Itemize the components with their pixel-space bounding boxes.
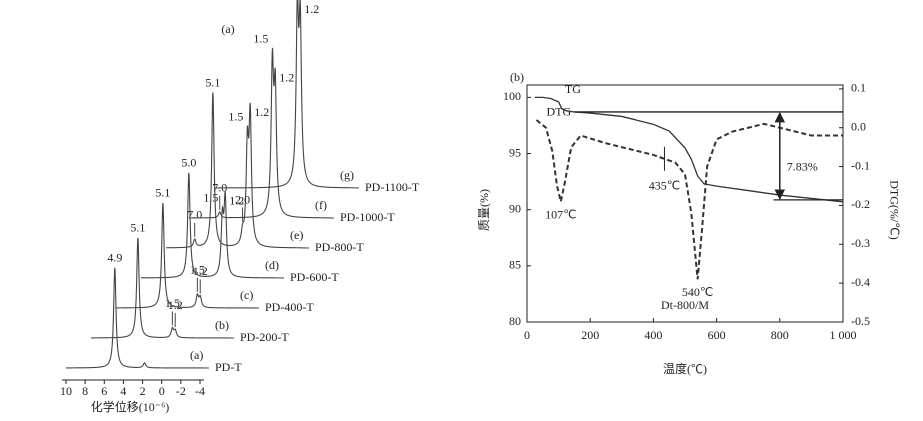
spectrum [190, 47, 335, 219]
y2-tick-label: -0.4 [851, 275, 870, 289]
y-tick-label: 85 [509, 258, 521, 272]
y-tick-label: 90 [509, 201, 521, 215]
series-line [534, 96, 844, 203]
y-axis-title: 质量(%) [477, 189, 491, 231]
peak-label: 1.5 [190, 263, 205, 277]
x-tick-label: -4 [195, 384, 205, 398]
spectrum-tag: (d) [265, 258, 279, 272]
spectrum-name: PD-800-T [315, 240, 364, 254]
spectrum-tag: (a) [190, 348, 203, 362]
spectrum [91, 237, 235, 339]
spectrum [115, 202, 260, 309]
spectrum-name: PD-1100-T [365, 180, 420, 194]
y2-tick-label: 0.0 [851, 119, 866, 133]
y2-tick-label: -0.3 [851, 236, 870, 250]
y2-axis-title: DTG(%/℃) [887, 180, 901, 239]
x-tick-label: 4 [120, 384, 126, 398]
spectrum-name: PD-400-T [265, 300, 314, 314]
peak-label: 1.2 [304, 2, 319, 16]
annotation: 540℃ [682, 285, 713, 299]
peak-label: 2.0 [235, 192, 250, 206]
spectrum [216, 0, 360, 189]
x-axis-title: 化学位移(10⁻⁶) [91, 399, 170, 414]
plot-frame [526, 84, 844, 323]
x-tick-label: -2 [176, 384, 186, 398]
peak-label: 5.1 [205, 75, 220, 89]
spectrum [141, 172, 285, 279]
annotation: 107℃ [545, 207, 576, 221]
y-tick-label: 80 [509, 314, 521, 328]
spectrum-name: PD-T [215, 360, 242, 374]
x-tick-label: 200 [581, 328, 599, 342]
x-tick-label: 400 [644, 328, 662, 342]
y-tick-label: 95 [509, 145, 521, 159]
annotation: 435℃ [649, 179, 680, 193]
difference-label: 7.83% [787, 160, 818, 174]
x-axis-title: 温度(℃) [663, 361, 707, 376]
panel-tag: (a) [221, 22, 234, 36]
series-label: TG [565, 82, 581, 96]
peak-label: 5.1 [155, 186, 170, 200]
x-tick-label: 0 [159, 384, 165, 398]
peak-label: 5.0 [181, 156, 196, 170]
x-tick-label: 8 [82, 384, 88, 398]
series-label: DTG [546, 105, 571, 119]
peak-label: 5.1 [130, 221, 145, 235]
spectrum-tag: (c) [240, 288, 253, 302]
spectrum-tag: (b) [215, 318, 229, 332]
y2-tick-label: 0.1 [851, 81, 866, 95]
panel-tag: (b) [510, 70, 524, 84]
x-tick-label: 800 [771, 328, 789, 342]
y2-tick-label: -0.2 [851, 197, 870, 211]
y2-tick-label: -0.1 [851, 158, 870, 172]
peak-label: 1.2 [279, 71, 294, 85]
peak-label: 1.5 [253, 32, 268, 46]
spectrum-name: PD-200-T [240, 330, 289, 344]
spectrum [166, 92, 310, 249]
spectrum-name: PD-1000-T [340, 210, 395, 224]
peak-label: 7.0 [187, 208, 202, 222]
spectrum-tag: (f) [315, 198, 327, 212]
x-tick-label: 0 [524, 328, 530, 342]
x-tick-label: 6 [101, 384, 107, 398]
x-tick-label: 10 [60, 384, 72, 398]
sample-label: Dt-800/M [661, 298, 709, 312]
spectrum [66, 267, 210, 369]
series-line [535, 119, 843, 280]
spectrum-tag: (e) [290, 228, 303, 242]
peak-label: 1.2 [229, 194, 244, 208]
x-tick-label: 600 [708, 328, 726, 342]
peak-label: 4.9 [107, 251, 122, 265]
peak-label: 1.2 [254, 105, 269, 119]
y-tick-label: 100 [503, 89, 521, 103]
x-tick-label: 1 000 [830, 328, 857, 342]
peak-label: 1.5 [228, 109, 243, 123]
spectrum-name: PD-600-T [290, 270, 339, 284]
y2-tick-label: -0.5 [851, 314, 870, 328]
x-tick-label: 2 [140, 384, 146, 398]
spectrum-tag: (g) [340, 168, 354, 182]
peak-label: 1.2 [168, 298, 183, 312]
